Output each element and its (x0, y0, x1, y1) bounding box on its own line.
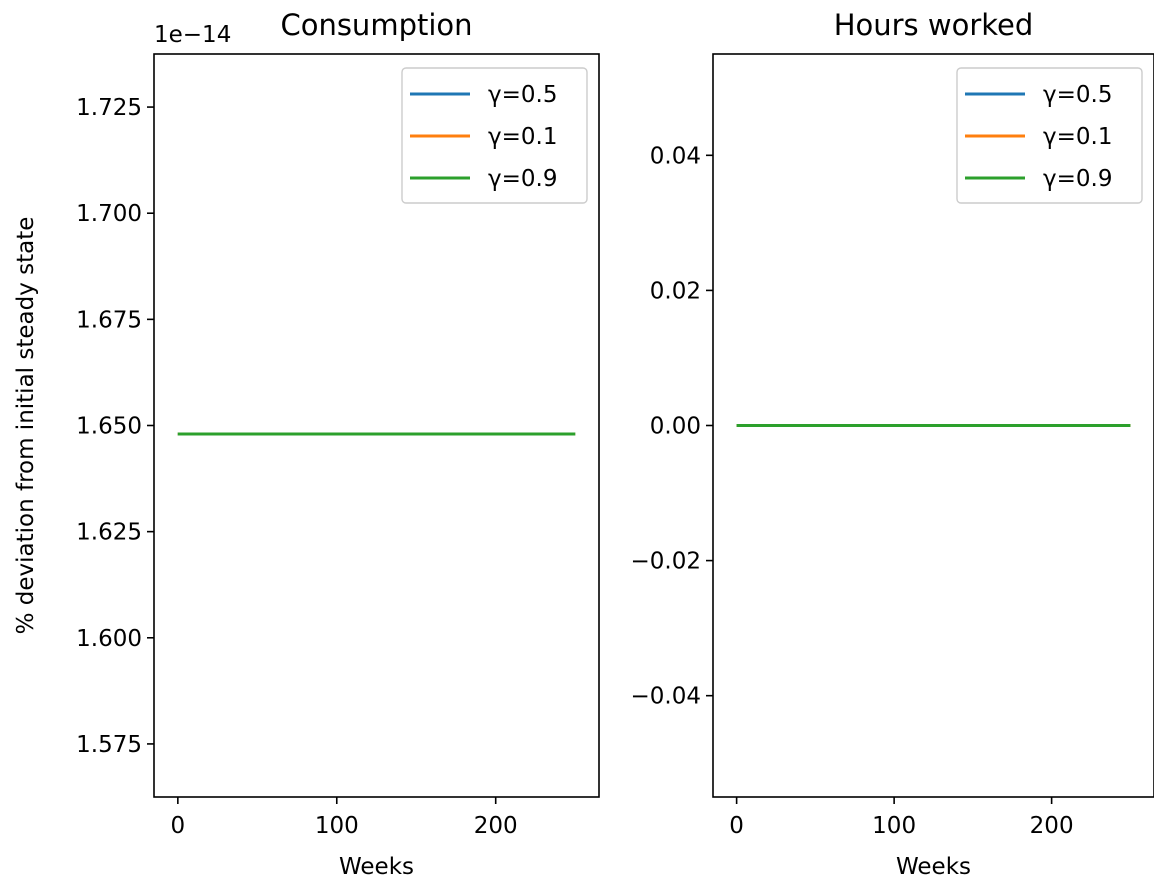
chart-title-0: Consumption (280, 8, 472, 42)
legend-box-0 (401, 67, 588, 204)
y-offset-text-0: 1e−14 (154, 22, 231, 48)
legend-label-1-0: γ=0.5 (1043, 82, 1112, 108)
y-tick-label-0-6: 1.725 (76, 95, 142, 121)
legend-label-0-2: γ=0.9 (488, 166, 557, 192)
x-tick-label-0-1: 100 (315, 813, 359, 839)
y-tick-label-0-3: 1.650 (76, 414, 142, 440)
y-tick-label-1-4: 0.04 (650, 143, 701, 169)
legend-label-0-1: γ=0.1 (488, 124, 557, 150)
legend-label-1-1: γ=0.1 (1043, 124, 1112, 150)
y-tick-label-0-0: 1.575 (76, 732, 142, 758)
y-tick-label-1-3: 0.02 (650, 278, 701, 304)
x-tick-label-1-1: 100 (872, 813, 916, 839)
chart-title-1: Hours worked (834, 8, 1034, 42)
y-tick-label-0-5: 1.700 (76, 201, 142, 227)
y-axis-label-0: % deviation from initial steady state (13, 217, 39, 635)
x-axis-label-0: Weeks (339, 854, 414, 880)
x-tick-label-1-2: 200 (1030, 813, 1074, 839)
x-tick-label-0-2: 200 (474, 813, 518, 839)
x-tick-label-1-0: 0 (729, 813, 744, 839)
x-tick-label-0-0: 0 (171, 813, 186, 839)
y-tick-label-0-2: 1.625 (76, 520, 142, 546)
y-tick-label-1-1: −0.02 (631, 549, 701, 575)
legend-box-1 (956, 67, 1143, 204)
y-tick-label-0-1: 1.600 (76, 626, 142, 652)
y-tick-label-1-2: 0.00 (650, 414, 701, 440)
legend-label-0-0: γ=0.5 (488, 82, 557, 108)
y-tick-label-0-4: 1.675 (76, 307, 142, 333)
legend-label-1-2: γ=0.9 (1043, 166, 1112, 192)
x-axis-label-1: Weeks (896, 854, 971, 880)
y-tick-label-1-0: −0.04 (631, 684, 701, 710)
